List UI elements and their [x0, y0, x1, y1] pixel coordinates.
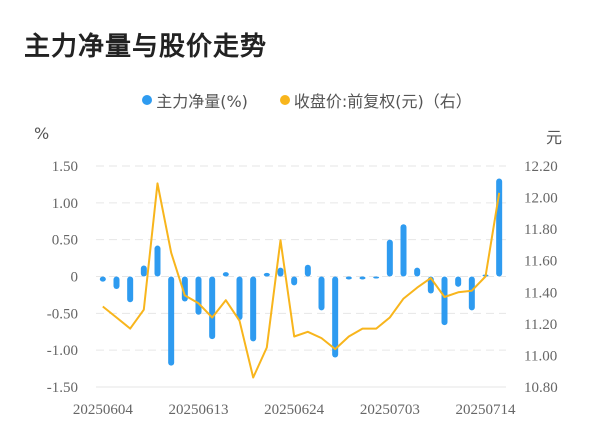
line-close-price[interactable] [102, 182, 501, 379]
left-axis-tick: -0.50 [47, 306, 78, 322]
bar-net-volume[interactable] [373, 276, 380, 279]
right-axis-tick: 12.20 [524, 159, 558, 175]
legend-item-close-price[interactable]: 收盘价:前复权(元)（右） [279, 88, 472, 112]
legend-label: 收盘价:前复权(元)（右） [293, 92, 472, 111]
x-axis-tick: 20250613 [169, 402, 229, 418]
legend: 主力净量(%) 收盘价:前复权(元)（右） [0, 88, 600, 112]
bar-net-volume[interactable] [209, 276, 216, 340]
bar-net-volume[interactable] [168, 276, 175, 366]
left-axis-tick: 1.50 [52, 159, 78, 175]
bar-net-volume[interactable] [154, 245, 161, 277]
bar-net-volume[interactable] [263, 272, 270, 277]
right-axis-unit: 元 [546, 128, 563, 147]
left-axis-tick: 0.50 [52, 233, 78, 249]
legend-dot-blue-icon [142, 95, 153, 105]
chart-title: 主力净量与股价走势 [24, 32, 268, 62]
legend-item-net-volume[interactable]: 主力净量(%) [142, 88, 248, 112]
bar-net-volume[interactable] [468, 276, 475, 311]
bar-net-volume[interactable] [332, 276, 339, 358]
x-axis-tick: 20250604 [73, 402, 134, 418]
bar-net-volume[interactable] [441, 276, 448, 326]
left-axis-tick: 0 [71, 270, 79, 286]
x-axis-tick: 20250703 [360, 402, 420, 418]
right-axis-tick: 11.80 [524, 222, 557, 238]
left-axis-tick: -1.50 [47, 380, 78, 396]
right-axis-tick: 11.40 [524, 285, 557, 301]
right-axis-tick: 11.00 [524, 348, 557, 364]
x-axis-tick: 20250624 [264, 402, 325, 418]
right-axis-tick: 12.00 [524, 191, 558, 207]
bar-net-volume[interactable] [127, 276, 134, 303]
bar-net-volume[interactable] [277, 267, 284, 277]
bar-net-volume[interactable] [304, 264, 311, 277]
bar-net-volume[interactable] [400, 224, 407, 277]
bar-net-volume[interactable] [414, 267, 421, 277]
left-axis-tick: -1.00 [47, 343, 78, 359]
bar-net-volume[interactable] [345, 276, 352, 280]
bar-net-volume[interactable] [386, 239, 393, 277]
bar-net-volume[interactable] [455, 276, 462, 287]
left-axis-unit: % [34, 124, 50, 143]
bar-net-volume[interactable] [140, 265, 147, 277]
bar-net-volume[interactable] [318, 276, 325, 311]
bar-net-volume[interactable] [250, 276, 257, 342]
legend-dot-orange-icon [279, 95, 290, 105]
bar-net-volume[interactable] [195, 276, 202, 315]
right-axis-tick: 10.80 [524, 380, 558, 396]
legend-label: 主力净量(%) [156, 92, 248, 111]
bar-net-volume[interactable] [236, 276, 243, 320]
bar-net-volume[interactable] [222, 272, 229, 277]
x-axis-tick: 20250714 [456, 402, 517, 418]
bar-net-volume[interactable] [99, 276, 106, 282]
bar-net-volume[interactable] [113, 276, 120, 290]
right-axis-tick: 11.60 [524, 254, 557, 270]
bar-net-volume[interactable] [359, 276, 366, 280]
right-axis-tick: 11.20 [524, 317, 557, 333]
bar-net-volume[interactable] [291, 276, 298, 286]
left-axis-tick: 1.00 [52, 196, 78, 212]
